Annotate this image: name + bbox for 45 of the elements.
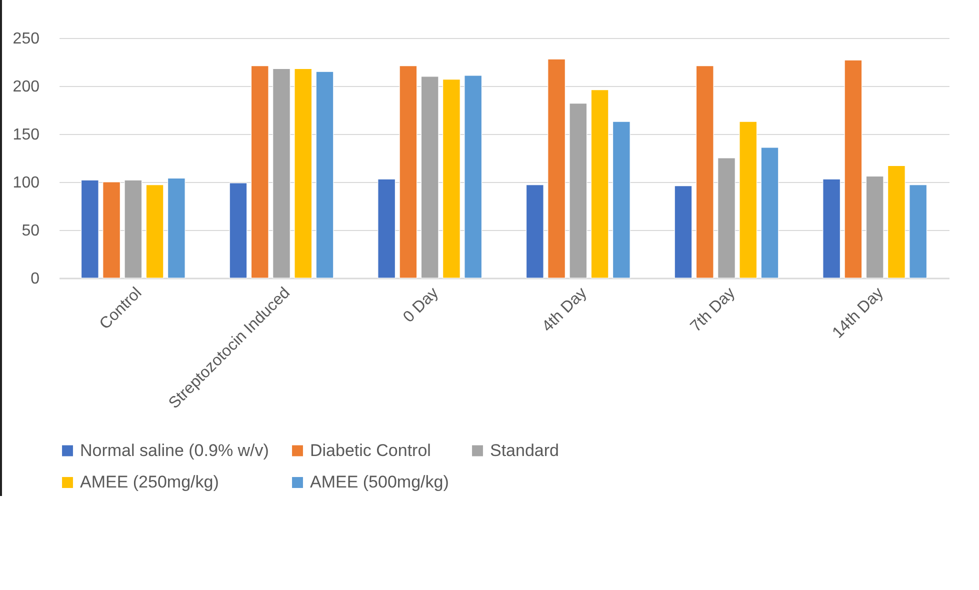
bar [866, 176, 884, 278]
bar [612, 121, 630, 278]
bar [250, 66, 269, 278]
bar [146, 184, 164, 278]
y-tick-label: 0 [30, 270, 40, 288]
bar [124, 180, 142, 278]
bar [378, 178, 396, 278]
bar [760, 147, 779, 278]
bar [569, 102, 588, 278]
bar [442, 78, 460, 278]
bar [272, 68, 290, 278]
bar [294, 68, 312, 278]
legend-label: Standard [490, 440, 559, 460]
bar [674, 186, 692, 278]
bar [316, 71, 334, 278]
y-tick-label: 100 [12, 174, 40, 192]
bar [399, 66, 418, 278]
bar [526, 184, 544, 278]
bar [844, 60, 862, 278]
bar [822, 178, 841, 278]
bar [718, 158, 736, 278]
bar [80, 180, 99, 278]
x-tick-label: 7th Day [688, 284, 739, 336]
bar [888, 165, 906, 278]
x-tick-label: 0 Day [400, 284, 442, 326]
legend-label: Diabetic Control [310, 440, 431, 460]
bar [102, 182, 120, 278]
bar [167, 178, 186, 278]
x-tick-label: 14th Day [830, 284, 887, 342]
bar [229, 182, 248, 278]
bar [548, 58, 566, 278]
y-tick-label: 150 [12, 126, 40, 144]
legend-label: AMEE (500mg/kg) [310, 472, 449, 492]
bar [739, 121, 758, 278]
bar [464, 75, 482, 278]
bar [590, 90, 609, 278]
y-tick-label: 50 [22, 222, 40, 240]
bar [696, 66, 714, 278]
y-tick-label: 250 [12, 30, 40, 48]
bar [909, 184, 928, 278]
bar [420, 76, 439, 278]
x-tick-label: 4th Day [539, 284, 590, 336]
legend-label: AMEE (250mg/kg) [80, 472, 219, 492]
legend-label: Normal saline (0.9% w/v) [80, 440, 269, 460]
y-tick-label: 200 [12, 78, 40, 96]
